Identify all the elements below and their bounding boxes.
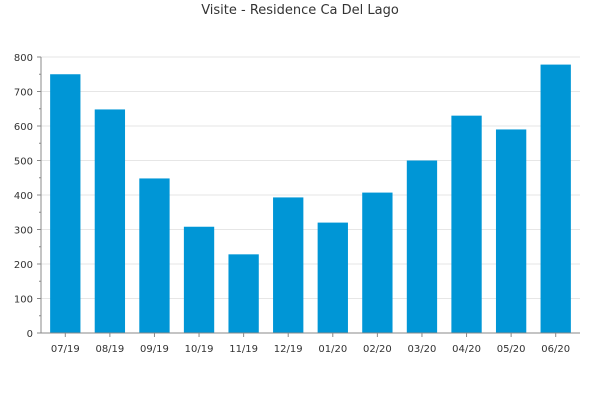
bar-11-19 bbox=[228, 254, 259, 333]
x-tick-label: 12/19 bbox=[274, 344, 303, 355]
x-tick-label: 08/19 bbox=[95, 344, 124, 355]
x-tick-label: 02/20 bbox=[363, 344, 392, 355]
x-tick-label: 01/20 bbox=[318, 344, 347, 355]
bar-04-20 bbox=[451, 115, 482, 334]
y-tick-label: 300 bbox=[14, 226, 33, 237]
x-tick-label: 06/20 bbox=[541, 344, 570, 355]
y-tick-label: 400 bbox=[14, 191, 33, 202]
bar-02-20 bbox=[362, 192, 393, 333]
bar-10-19 bbox=[183, 226, 215, 333]
chart-title: Visite - Residence Ca Del Lago bbox=[201, 3, 399, 18]
y-tick-label: 100 bbox=[14, 295, 33, 306]
x-tick-label: 11/19 bbox=[229, 344, 258, 355]
bar-03-20 bbox=[406, 160, 438, 333]
bar-01-20 bbox=[317, 222, 348, 333]
x-tick-label: 03/20 bbox=[408, 344, 437, 355]
x-tick-label: 10/19 bbox=[185, 344, 214, 355]
x-tick-label: 04/20 bbox=[452, 344, 481, 355]
y-tick-label: 700 bbox=[14, 88, 33, 99]
bar-07-19 bbox=[50, 74, 81, 333]
axis-layer bbox=[37, 56, 580, 337]
bar-layer bbox=[50, 64, 571, 334]
bar-08-19 bbox=[94, 109, 126, 333]
y-tick-label: 200 bbox=[14, 260, 33, 271]
x-tick-label: 09/19 bbox=[140, 344, 169, 355]
bar-09-19 bbox=[139, 178, 170, 333]
y-tick-label: 800 bbox=[14, 53, 33, 64]
y-tick-label: 500 bbox=[14, 157, 33, 168]
x-tick-label: 05/20 bbox=[497, 344, 526, 355]
bar-05-20 bbox=[495, 129, 527, 333]
y-tick-label: 0 bbox=[27, 329, 33, 340]
bar-06-20 bbox=[540, 64, 571, 333]
y-tick-label: 600 bbox=[14, 122, 33, 133]
bar-12-19 bbox=[273, 197, 304, 333]
x-tick-label: 07/19 bbox=[51, 344, 80, 355]
label-layer: 0 100 200 300 400 500 600 700 800 07/19 08/19 09/19… bbox=[14, 53, 570, 355]
grid-layer bbox=[41, 56, 580, 299]
